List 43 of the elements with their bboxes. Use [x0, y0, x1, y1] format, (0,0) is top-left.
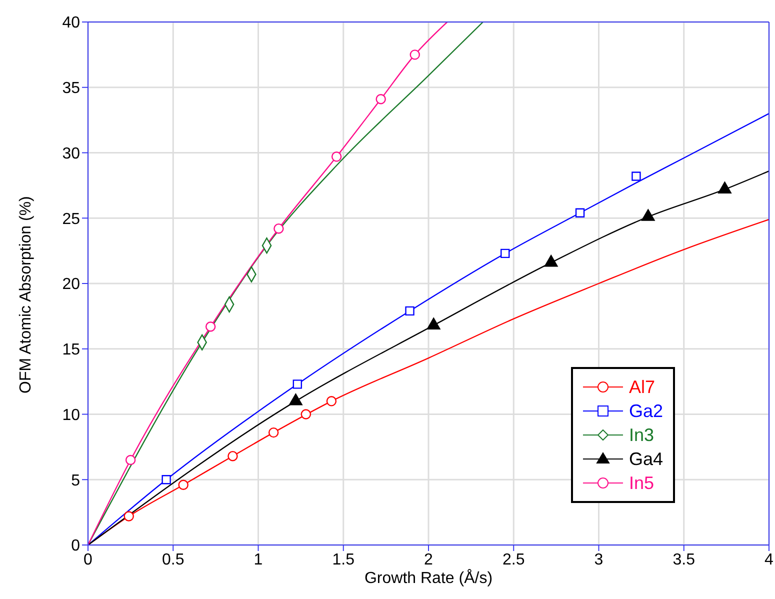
legend-label: Ga4 — [628, 448, 663, 471]
y-axis-title: OFM Atomic Absorption (%) — [18, 196, 35, 394]
y-tick-label: 10 — [62, 406, 80, 424]
x-tick-label: 1.5 — [332, 551, 355, 568]
point — [228, 450, 238, 462]
x-tick-label: 3 — [594, 551, 604, 568]
legend-label: Ga2 — [628, 400, 663, 423]
x-tick-label: 0.5 — [162, 551, 184, 568]
y-tick-label: 25 — [62, 210, 80, 228]
x-tick-label: 1 — [254, 551, 263, 568]
x-tick-label: 0 — [84, 551, 93, 568]
y-tick-label: 0 — [71, 538, 80, 555]
y-tick-label: 30 — [62, 145, 80, 162]
x-tick-label: 4 — [764, 551, 774, 568]
y-tick-label: 35 — [62, 80, 80, 98]
y-tick-label: 20 — [62, 276, 80, 294]
x-tick-label: 2.5 — [502, 551, 525, 568]
point — [632, 172, 641, 181]
point — [125, 454, 136, 466]
legend-label: Al7 — [628, 376, 655, 399]
x-axis-title: Growth Rate (Å/s) — [364, 569, 493, 587]
x-tick-label: 3.5 — [672, 551, 696, 568]
point — [326, 396, 337, 406]
point — [376, 94, 386, 104]
point — [205, 322, 216, 332]
y-tick-label: 5 — [71, 472, 80, 490]
point — [274, 223, 284, 234]
point — [268, 427, 279, 438]
point — [178, 480, 188, 490]
point — [300, 409, 312, 420]
point — [405, 306, 414, 316]
point — [500, 248, 510, 258]
legend-label: In3 — [628, 424, 654, 447]
y-tick-label: 15 — [62, 342, 80, 359]
point — [292, 380, 302, 389]
point — [410, 50, 420, 60]
legend-label: In5 — [628, 472, 654, 495]
point — [162, 475, 171, 484]
point — [575, 208, 585, 218]
point — [124, 511, 134, 522]
x-tick-label: 2 — [424, 551, 434, 568]
point — [331, 152, 342, 162]
y-tick-label: 40 — [62, 14, 80, 32]
